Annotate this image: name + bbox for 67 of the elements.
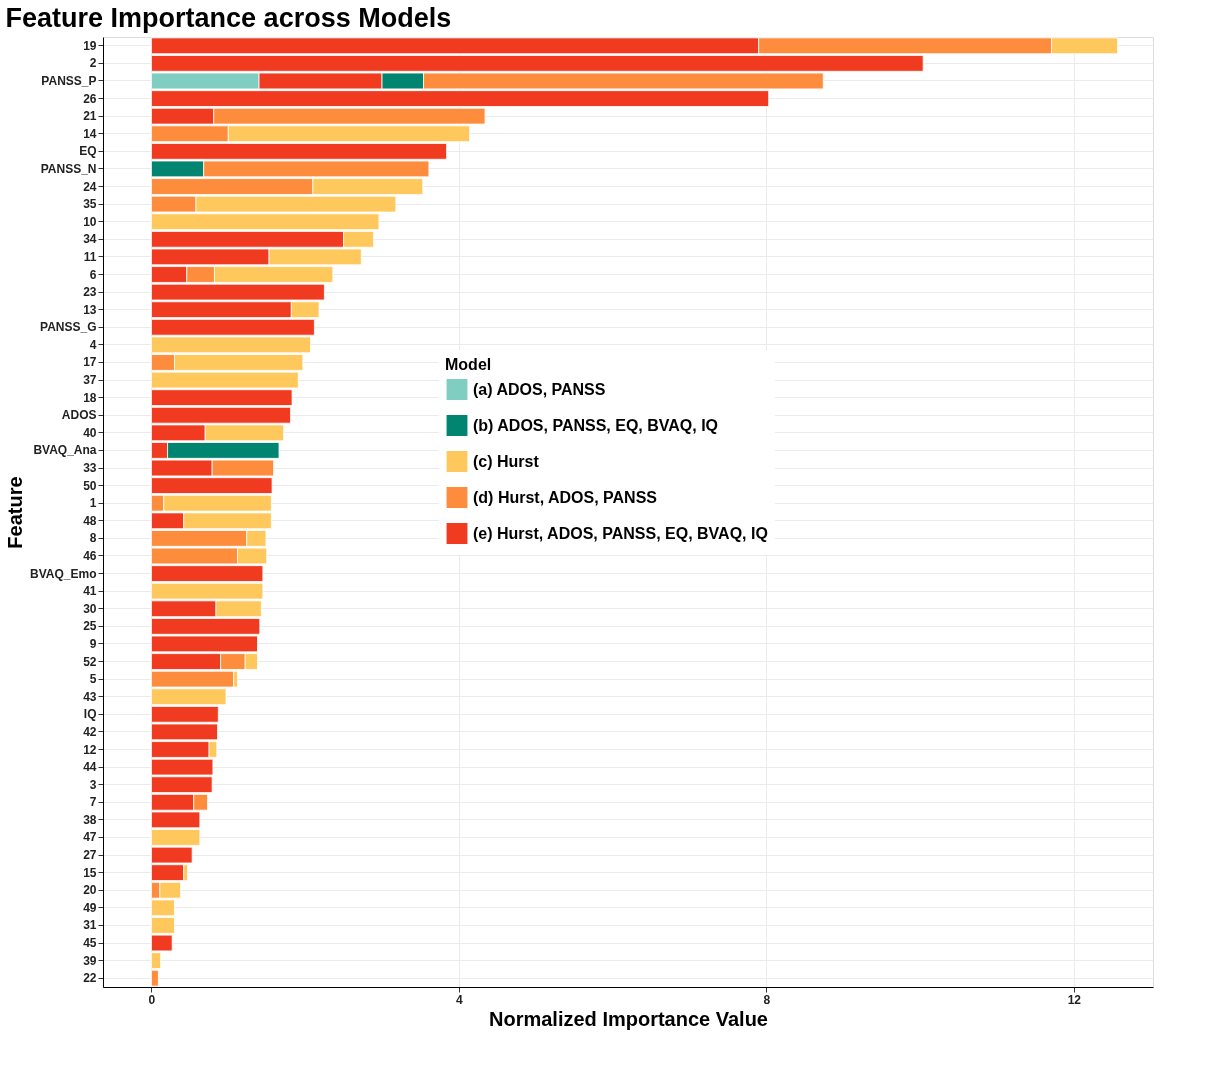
y-tick-label: 35 bbox=[83, 197, 97, 212]
chart-title: Feature Importance across Models bbox=[5, 3, 452, 33]
x-tick-label: 12 bbox=[1067, 992, 1082, 1007]
y-tick-label: 46 bbox=[83, 548, 97, 563]
y-tick-label: 38 bbox=[83, 812, 97, 827]
y-tick-label: 37 bbox=[83, 373, 97, 388]
y-tick-label: 22 bbox=[83, 971, 97, 986]
x-tick-label: 4 bbox=[456, 992, 464, 1007]
y-tick-label: 6 bbox=[89, 267, 97, 282]
y-tick-label: 44 bbox=[83, 760, 97, 775]
y-tick-label: 4 bbox=[89, 337, 97, 352]
y-tick-label: 17 bbox=[83, 355, 97, 370]
y-tick-label: 41 bbox=[83, 584, 97, 599]
y-tick-label: 13 bbox=[83, 302, 97, 317]
y-tick-label: 45 bbox=[83, 936, 97, 951]
y-tick-label: 2 bbox=[89, 56, 97, 71]
y-tick-label: ADOS bbox=[61, 408, 97, 423]
y-tick-label: 42 bbox=[83, 724, 97, 739]
y-tick-label: 47 bbox=[83, 830, 97, 845]
y-tick-label: 3 bbox=[89, 777, 97, 792]
y-tick-label: BVAQ_Ana bbox=[33, 443, 97, 458]
y-tick-label: 7 bbox=[89, 795, 97, 810]
y-tick-label: 30 bbox=[83, 601, 97, 616]
y-tick-label: 48 bbox=[83, 513, 97, 528]
y-tick-label: BVAQ_Emo bbox=[30, 566, 97, 581]
y-tick-label: 50 bbox=[83, 478, 97, 493]
y-tick-label: 43 bbox=[83, 689, 97, 704]
y-tick-label: 23 bbox=[83, 285, 97, 300]
y-tick-label: PANSS_N bbox=[40, 161, 97, 176]
y-tick-label: 9 bbox=[89, 636, 97, 651]
y-tick-label: PANSS_G bbox=[40, 320, 97, 335]
y-tick-label: 21 bbox=[83, 109, 97, 124]
y-tick-label: 19 bbox=[83, 38, 97, 53]
y-tick-label: 10 bbox=[83, 214, 97, 229]
y-tick-label: 25 bbox=[83, 619, 97, 634]
y-tick-label: 40 bbox=[83, 425, 97, 440]
y-tick-label: 18 bbox=[83, 390, 97, 405]
y-tick-label: 15 bbox=[83, 865, 97, 880]
y-tick-label: 24 bbox=[83, 179, 97, 194]
y-tick-label: 8 bbox=[89, 531, 97, 546]
legend-label: (e) Hurst, ADOS, PANSS, EQ, BVAQ, IQ bbox=[473, 524, 768, 542]
y-tick-label: 34 bbox=[83, 232, 97, 247]
y-tick-label: 1 bbox=[89, 496, 97, 511]
y-tick-label: 52 bbox=[83, 654, 97, 669]
y-tick-label: 39 bbox=[83, 953, 97, 968]
y-axis-title: Feature bbox=[4, 476, 27, 549]
legend-label: (a) ADOS, PANSS bbox=[473, 380, 606, 398]
y-tick-label: 20 bbox=[83, 883, 97, 898]
y-tick-label: 49 bbox=[83, 900, 97, 915]
y-tick-label: 26 bbox=[83, 91, 97, 106]
y-tick-label: IQ bbox=[83, 707, 97, 722]
y-tick-label: 11 bbox=[83, 249, 97, 264]
y-tick-label: EQ bbox=[79, 144, 97, 159]
y-tick-label: 14 bbox=[83, 126, 97, 141]
x-tick-label: 0 bbox=[148, 992, 156, 1007]
y-tick-label: 27 bbox=[83, 848, 97, 863]
y-tick-label: 33 bbox=[83, 461, 97, 476]
y-tick-label: 31 bbox=[83, 918, 97, 933]
y-tick-label: 12 bbox=[83, 742, 97, 757]
legend-label: (c) Hurst bbox=[473, 452, 540, 470]
y-tick-label: 5 bbox=[89, 672, 97, 687]
x-axis-title: Normalized Importance Value bbox=[489, 1007, 768, 1030]
legend-label: (d) Hurst, ADOS, PANSS bbox=[473, 488, 658, 506]
legend-title: Model bbox=[445, 355, 492, 373]
legend-label: (b) ADOS, PANSS, EQ, BVAQ, IQ bbox=[473, 416, 719, 434]
y-tick-label: PANSS_P bbox=[41, 73, 97, 88]
x-tick-label: 8 bbox=[763, 992, 771, 1007]
